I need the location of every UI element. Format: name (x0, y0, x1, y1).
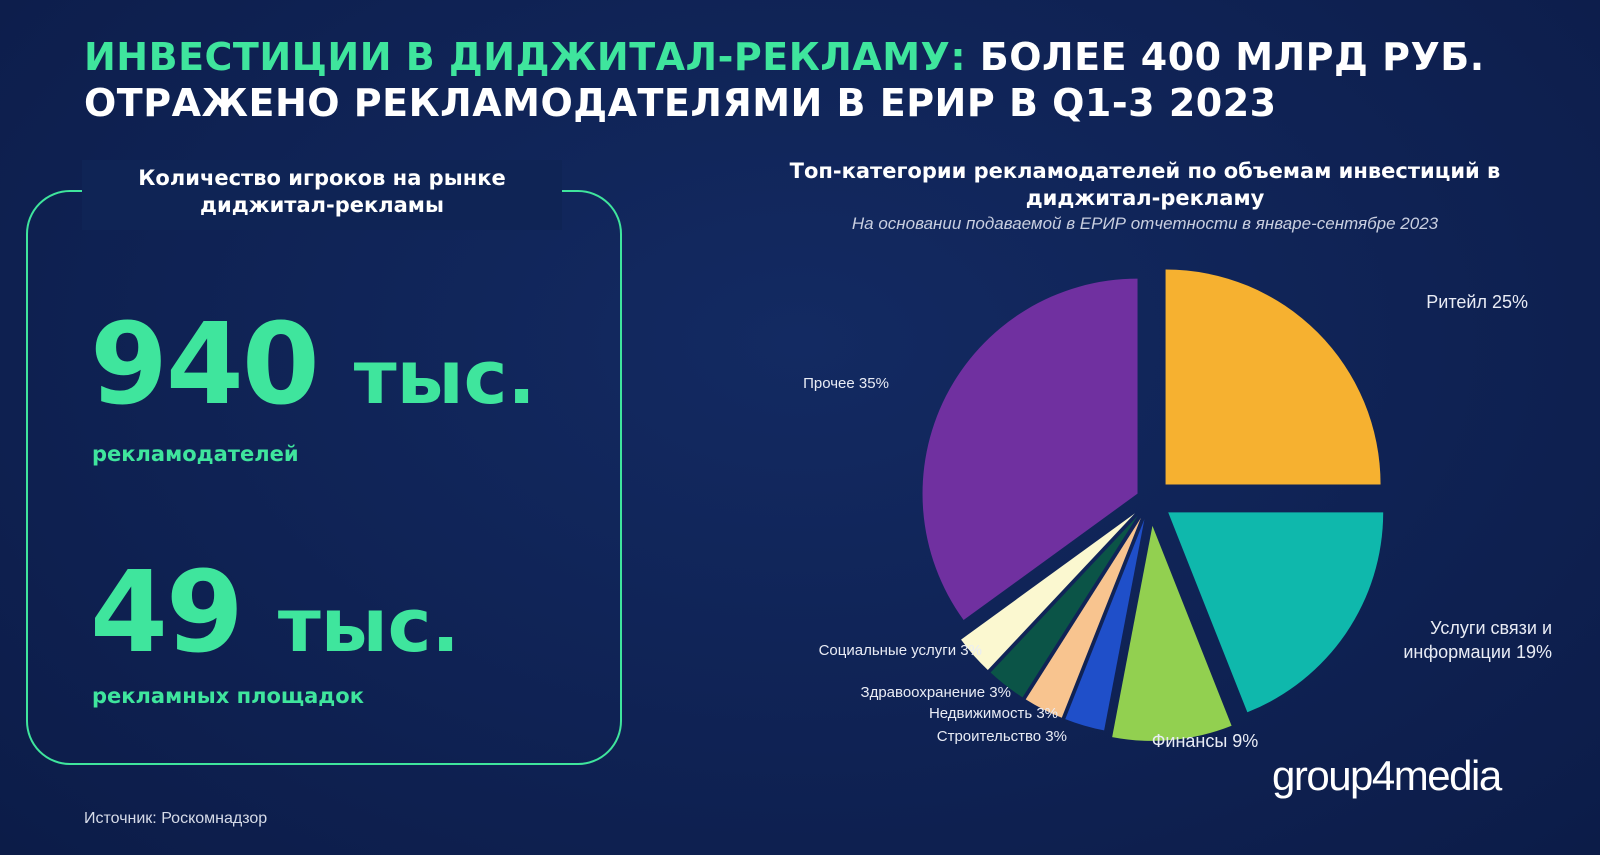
advertisers-count-value: 940 (90, 300, 320, 430)
group4media-logo: group4media (1272, 752, 1502, 799)
platforms-count: 49 тыс. (90, 548, 460, 678)
chart-subtitle: На основании подаваемой в ЕРИР отчетност… (851, 214, 1439, 233)
pie-label-3: Финансы 9% (1152, 731, 1259, 751)
pie-label-7: Социальные услуги 3% (819, 642, 982, 659)
platforms-label: рекламных площадок (92, 684, 364, 708)
platforms-count-value: 49 (90, 548, 244, 678)
pie-slice-2 (1168, 512, 1384, 713)
pie-label-4: Строительство 3% (937, 728, 1067, 745)
pie-slice-8 (922, 278, 1138, 621)
pie-label-2: Услуги связи и информации 19% (1403, 618, 1552, 662)
pie-slice-6 (990, 515, 1138, 698)
advertisers-count: 940 тыс. (90, 300, 536, 430)
source-note: Источник: Роскомнадзор (84, 810, 268, 827)
page-title-accent: ИНВЕСТИЦИИ В ДИДЖИТАЛ-РЕКЛАМУ: (84, 35, 967, 79)
pie-slice-1 (1165, 269, 1381, 485)
chart-title: Топ-категории рекламодателей по объемам … (789, 159, 1501, 210)
players-panel-title-mask (82, 160, 562, 230)
pie-slice-7 (961, 513, 1135, 670)
page-title-rest: БОЛЕЕ 400 МЛРД РУБ. ОТРАЖЕНО РЕКЛАМОДАТЕ… (84, 35, 1485, 125)
pie-label-6: Здравоохранение 3% (861, 684, 1011, 701)
players-panel-title: Количество игроков на рынке диджитал-рек… (138, 166, 506, 217)
page-title: ИНВЕСТИЦИИ В ДИДЖИТАЛ-РЕКЛАМУ: БОЛЕЕ 400… (84, 34, 1524, 126)
pie-label-8: Прочее 35% (803, 375, 889, 392)
pie-label-1: Ритейл 25% (1426, 292, 1528, 312)
pie-label-5: Недвижимость 3% (929, 705, 1058, 722)
pie-slice-5 (1025, 517, 1141, 718)
pie-slice-4 (1065, 519, 1145, 731)
pie-slice-3 (1112, 525, 1232, 741)
advertisers-count-unit: тыс. (353, 335, 536, 421)
advertisers-label: рекламодателей (92, 442, 299, 466)
platforms-count-unit: тыс. (277, 583, 460, 669)
